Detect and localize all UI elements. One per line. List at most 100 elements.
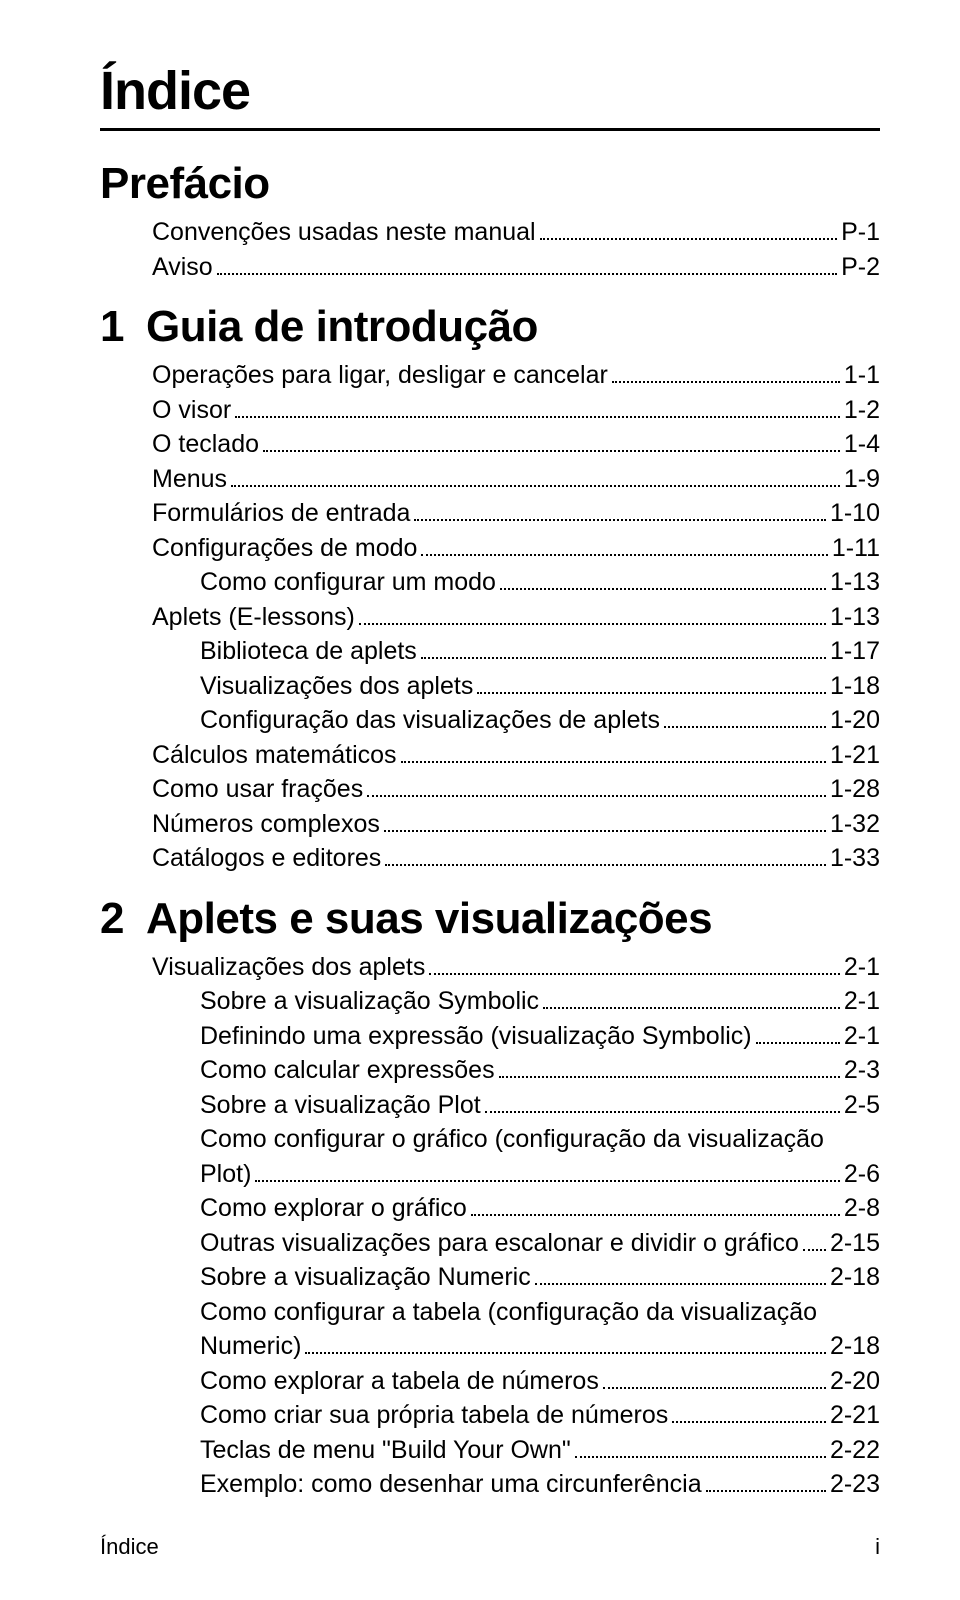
- toc-page: 2-23: [830, 1467, 880, 1502]
- toc-page: 2-5: [844, 1088, 880, 1123]
- toc-leader-dots: [612, 381, 840, 383]
- toc-page: 2-3: [844, 1053, 880, 1088]
- toc-leader-dots: [485, 1111, 840, 1113]
- toc-leader-dots: [263, 450, 840, 452]
- toc-entry: Como explorar a tabela de números2-20: [100, 1364, 880, 1399]
- toc-label: Como explorar a tabela de números: [200, 1364, 599, 1399]
- toc-leader-dots: [543, 1007, 840, 1009]
- toc-entry: Visualizações dos aplets 2-1: [100, 950, 880, 985]
- page-title: Índice: [100, 60, 880, 122]
- toc-page: 1-9: [844, 462, 880, 497]
- toc-label: Visualizações dos aplets: [152, 950, 425, 985]
- toc-label: Sobre a visualização Plot: [200, 1088, 481, 1123]
- toc-label: Como criar sua própria tabela de números: [200, 1398, 668, 1433]
- section-number: 2: [100, 894, 132, 944]
- toc-entry: Operações para ligar, desligar e cancela…: [100, 358, 880, 393]
- toc-page: 2-22: [830, 1433, 880, 1468]
- toc-label: Como usar frações: [152, 772, 363, 807]
- toc-leader-dots: [535, 1283, 826, 1285]
- toc-page: P-1: [841, 215, 880, 250]
- toc-entry: Cálculos matemáticos1-21: [100, 738, 880, 773]
- toc-leader-dots: [429, 973, 840, 975]
- toc-leader-dots: [385, 864, 826, 866]
- toc-leader-dots: [477, 692, 826, 694]
- toc-label: Como configurar um modo: [200, 565, 496, 600]
- toc-page: 1-28: [830, 772, 880, 807]
- toc-label: Sobre a visualização Symbolic: [200, 984, 539, 1019]
- toc-entry: Definindo uma expressão (visualização Sy…: [100, 1019, 880, 1054]
- toc-label: Operações para ligar, desligar e cancela…: [152, 358, 608, 393]
- toc-page: 1-10: [830, 496, 880, 531]
- toc-label: Configuração das visualizações de aplets: [200, 703, 660, 738]
- toc-page: 1-32: [830, 807, 880, 842]
- toc-page: 1-13: [830, 600, 880, 635]
- toc-page: 2-15: [830, 1226, 880, 1261]
- toc-label: Convenções usadas neste manual: [152, 215, 536, 250]
- toc-page: 2-1: [844, 950, 880, 985]
- toc-entry: Visualizações dos aplets1-18: [100, 669, 880, 704]
- toc-leader-dots: [231, 485, 840, 487]
- toc-entry: Como explorar o gráfico 2-8: [100, 1191, 880, 1226]
- toc-page: 2-21: [830, 1398, 880, 1433]
- toc-entry: O visor 1-2: [100, 393, 880, 428]
- toc-entry: Biblioteca de aplets1-17: [100, 634, 880, 669]
- toc-entry: Teclas de menu "Build Your Own"2-22: [100, 1433, 880, 1468]
- toc-entry: Exemplo: como desenhar uma circunferênci…: [100, 1467, 880, 1502]
- toc-label: Catálogos e editores: [152, 841, 381, 876]
- section-title: Guia de introdução: [146, 302, 538, 352]
- toc-leader-dots: [414, 519, 825, 521]
- toc-entry: AvisoP-2: [100, 250, 880, 285]
- toc-leader-dots: [540, 238, 838, 240]
- toc-page: 1-18: [830, 669, 880, 704]
- toc-leader-dots: [471, 1214, 840, 1216]
- toc-entry: Menus 1-9: [100, 462, 880, 497]
- toc-leader-dots: [756, 1042, 840, 1044]
- toc-container: Prefácio Convenções usadas neste manual P-…: [100, 159, 880, 1502]
- toc-label: Numeric): [200, 1329, 301, 1364]
- toc-page: P-2: [841, 250, 880, 285]
- toc-label: O visor: [152, 393, 231, 428]
- toc-leader-dots: [421, 657, 826, 659]
- toc-entry: Como criar sua própria tabela de números…: [100, 1398, 880, 1433]
- toc-page: 2-18: [830, 1329, 880, 1364]
- toc-page: 1-1: [844, 358, 880, 393]
- footer-left: Índice: [100, 1534, 159, 1560]
- toc-entry: Catálogos e editores 1-33: [100, 841, 880, 876]
- footer-right: i: [875, 1534, 880, 1560]
- toc-page: 1-33: [830, 841, 880, 876]
- toc-label: Exemplo: como desenhar uma circunferênci…: [200, 1467, 702, 1502]
- toc-label: Biblioteca de aplets: [200, 634, 417, 669]
- toc-page: 1-11: [832, 531, 880, 566]
- toc-label: Menus: [152, 462, 227, 497]
- toc-leader-dots: [401, 761, 826, 763]
- toc-entry: Como configurar o gráfico (configuração …: [100, 1122, 880, 1191]
- toc-leader-dots: [664, 726, 826, 728]
- section-header: Prefácio: [100, 159, 880, 209]
- toc-entry: Outras visualizações para escalonar e di…: [100, 1226, 880, 1261]
- toc-page: 2-8: [844, 1191, 880, 1226]
- toc-entry: Configurações de modo1-11: [100, 531, 880, 566]
- toc-leader-dots: [803, 1249, 826, 1251]
- toc-leader-dots: [255, 1180, 839, 1182]
- toc-page: 2-1: [844, 984, 880, 1019]
- section-title: Aplets e suas visualizações: [146, 894, 712, 944]
- toc-leader-dots: [603, 1387, 826, 1389]
- toc-page: 1-2: [844, 393, 880, 428]
- section-header: 1 Guia de introdução: [100, 302, 880, 352]
- toc-page: 1-4: [844, 427, 880, 462]
- toc-leader-dots: [359, 623, 826, 625]
- section-number: 1: [100, 302, 132, 352]
- toc-page: 2-6: [844, 1157, 880, 1192]
- title-rule: [100, 128, 880, 131]
- toc-leader-dots: [305, 1352, 826, 1354]
- toc-page: 2-1: [844, 1019, 880, 1054]
- toc-leader-dots: [672, 1421, 826, 1423]
- toc-label: Como explorar o gráfico: [200, 1191, 467, 1226]
- toc-leader-dots: [217, 273, 837, 275]
- toc-label: Como configurar o gráfico (configuração …: [200, 1122, 880, 1157]
- toc-entry: Formulários de entrada1-10: [100, 496, 880, 531]
- toc-leader-dots: [421, 554, 827, 556]
- toc-entry: Como configurar um modo1-13: [100, 565, 880, 600]
- toc-label: Como calcular expressões: [200, 1053, 495, 1088]
- toc-leader-dots: [499, 1076, 840, 1078]
